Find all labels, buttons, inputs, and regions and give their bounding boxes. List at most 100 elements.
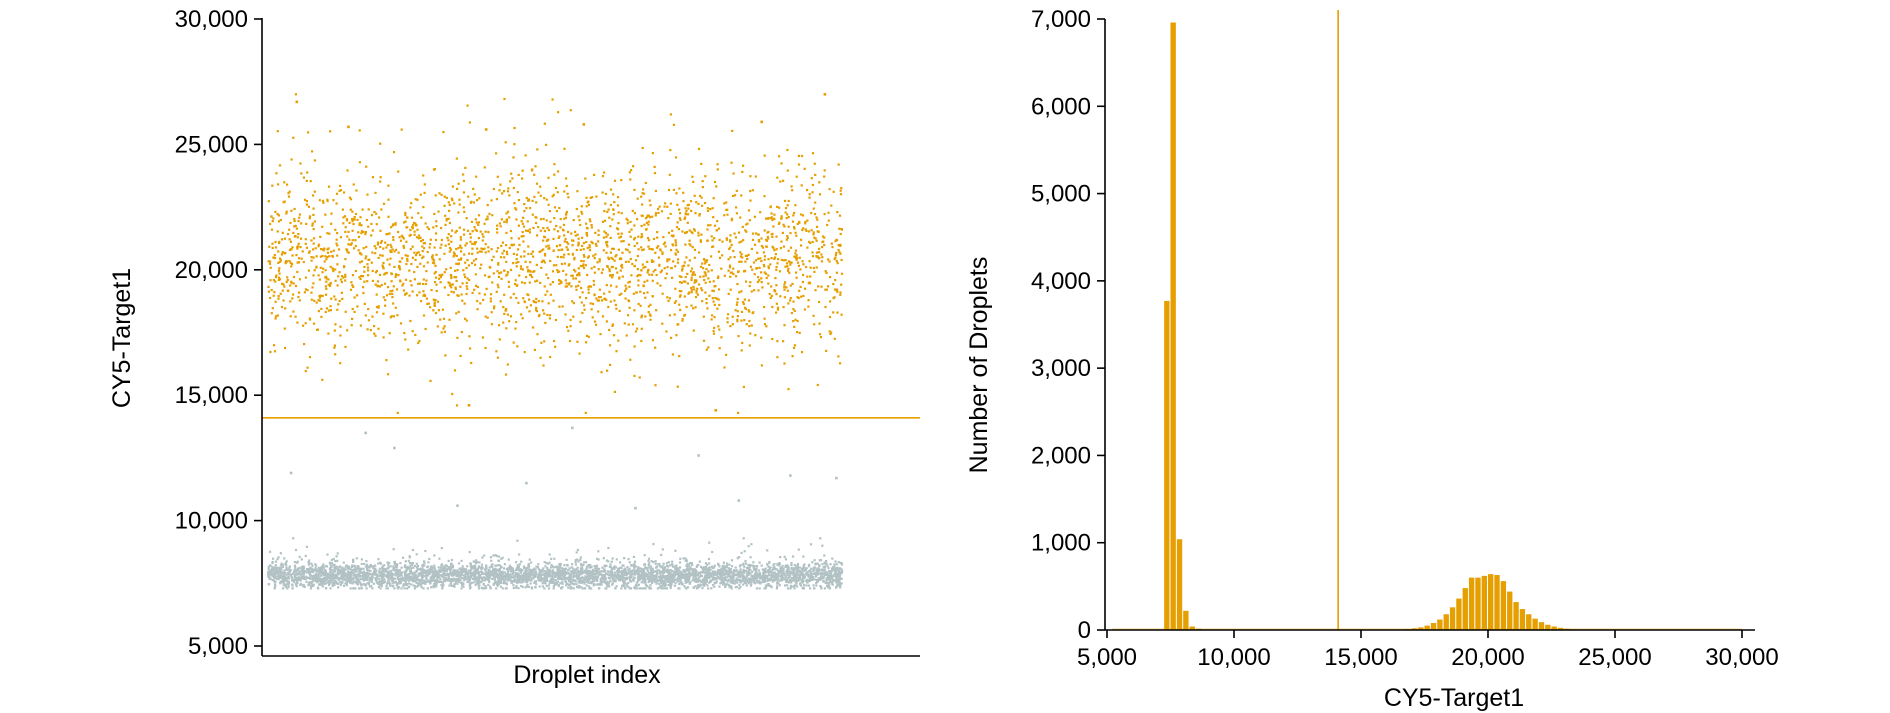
scatter-point [551,577,554,580]
scatter-point [324,213,327,216]
scatter-point [691,563,694,566]
scatter-point [396,314,399,317]
scatter-point [391,296,394,299]
scatter-point [763,229,766,232]
scatter-point [346,250,349,253]
scatter-point [528,298,531,301]
scatter-point [581,579,584,582]
scatter-point [647,572,651,575]
scatter-point [333,346,336,349]
scatter-point [586,234,589,237]
scatter-point [392,151,396,154]
scatter-point [347,251,350,254]
scatter-point [469,232,472,235]
scatter-point [474,568,477,571]
scatter-point [379,579,382,582]
scatter-point [535,182,539,185]
scatter-point [617,211,620,214]
scatter-point [533,300,536,304]
scatter-point [793,255,796,258]
scatter-point [422,278,425,281]
scatter-point [628,251,631,254]
scatter-point [665,570,668,573]
scatter-point [784,565,787,568]
scatter-point [481,579,484,582]
scatter-point [460,293,463,296]
scatter-point [356,294,359,297]
scatter-point [809,587,812,590]
scatter-point [455,254,458,257]
scatter-point [628,230,631,233]
scatter-point [729,256,732,259]
scatter-point [503,256,506,259]
scatter-point [647,311,650,314]
scatter-point [818,322,821,325]
scatter-point [806,275,809,278]
scatter-point [583,255,586,258]
scatter-point [606,245,609,248]
scatter-point [301,250,304,253]
scatter-point [389,250,392,253]
scatter-point [770,285,773,288]
scatter-point [719,582,722,585]
scatter-point [350,324,353,327]
scatter-point [439,276,442,279]
scatter-point [643,223,646,226]
scatter-point [554,186,557,190]
scatter-point [740,260,743,263]
scatter-point [504,141,507,144]
scatter-point [728,247,731,251]
scatter-point [663,570,666,573]
scatter-point [444,354,447,357]
scatter-point [351,210,354,213]
scatter-point [681,319,684,322]
scatter-point [642,192,646,195]
scatter-point [311,286,314,289]
scatter-point [553,228,556,231]
scatter-point [591,242,594,245]
scatter-point [708,263,711,267]
scatter-point [636,254,639,258]
scatter-point [831,583,834,586]
scatter-point [442,327,445,330]
scatter-point [384,299,387,302]
scatter-point [732,267,735,270]
scatter-point [565,326,569,329]
scatter-point [366,280,369,283]
scatter-point [637,566,640,569]
scatter-point [348,196,351,199]
scatter-point [579,223,582,227]
scatter-point [271,307,274,310]
scatter-point [455,577,458,581]
scatter-point [564,313,567,316]
scatter-point [344,226,347,229]
scatter-point [835,572,838,575]
scatter-point [322,201,325,204]
scatter-point [448,209,451,212]
scatter-point [281,238,284,241]
scatter-point [482,576,486,579]
scatter-point [786,565,789,569]
scatter-point [620,212,623,215]
scatter-point [576,233,579,236]
scatter-point [677,571,680,574]
scatter-point [427,561,430,564]
scatter-point [330,222,333,225]
scatter-point [801,228,804,232]
scatter-point [660,553,663,556]
scatter-point [629,235,632,238]
scatter-point [482,248,485,251]
scatter-point [565,285,569,288]
scatter-point [336,232,339,235]
scatter-point [542,239,545,242]
scatter-point [808,281,811,284]
scatter-point [840,187,843,190]
scatter-point [609,203,612,207]
scatter-point [612,208,615,211]
scatter-point [450,276,453,280]
scatter-point [703,271,706,274]
scatter-point [519,265,522,268]
scatter-point [392,236,395,239]
scatter-point [272,294,275,297]
scatter-point [767,282,770,285]
